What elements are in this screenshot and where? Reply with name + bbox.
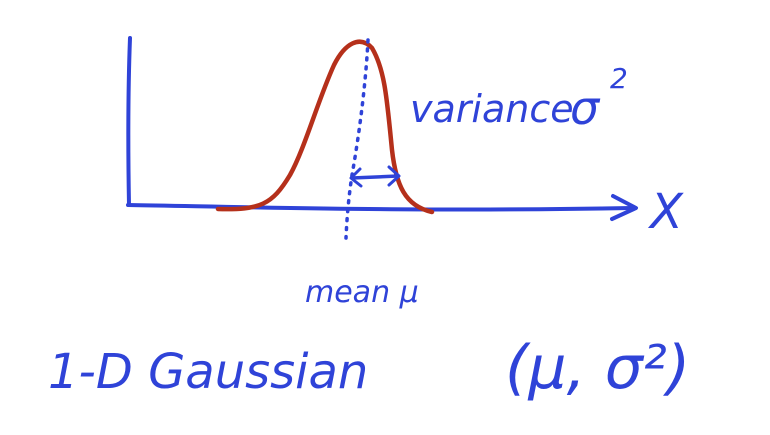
mean-label: mean μ [305,275,419,310]
variance-arrow-left-head [349,167,363,188]
variance-exponent: 2 [610,62,628,95]
variance-sigma: σ [570,81,601,135]
x-axis-arrowhead [610,194,638,221]
gaussian-curve [215,39,435,215]
variance-arrow [350,174,400,180]
parameter-tuple: (μ, σ²) [505,333,690,403]
x-axis [126,203,634,212]
x-axis-label: X [647,184,684,240]
variance-arrow-right-head [387,165,401,187]
y-axis [126,36,132,207]
variance-label: variance [410,87,574,131]
caption: 1-D Gaussian [48,344,368,400]
mean-line [344,38,370,240]
